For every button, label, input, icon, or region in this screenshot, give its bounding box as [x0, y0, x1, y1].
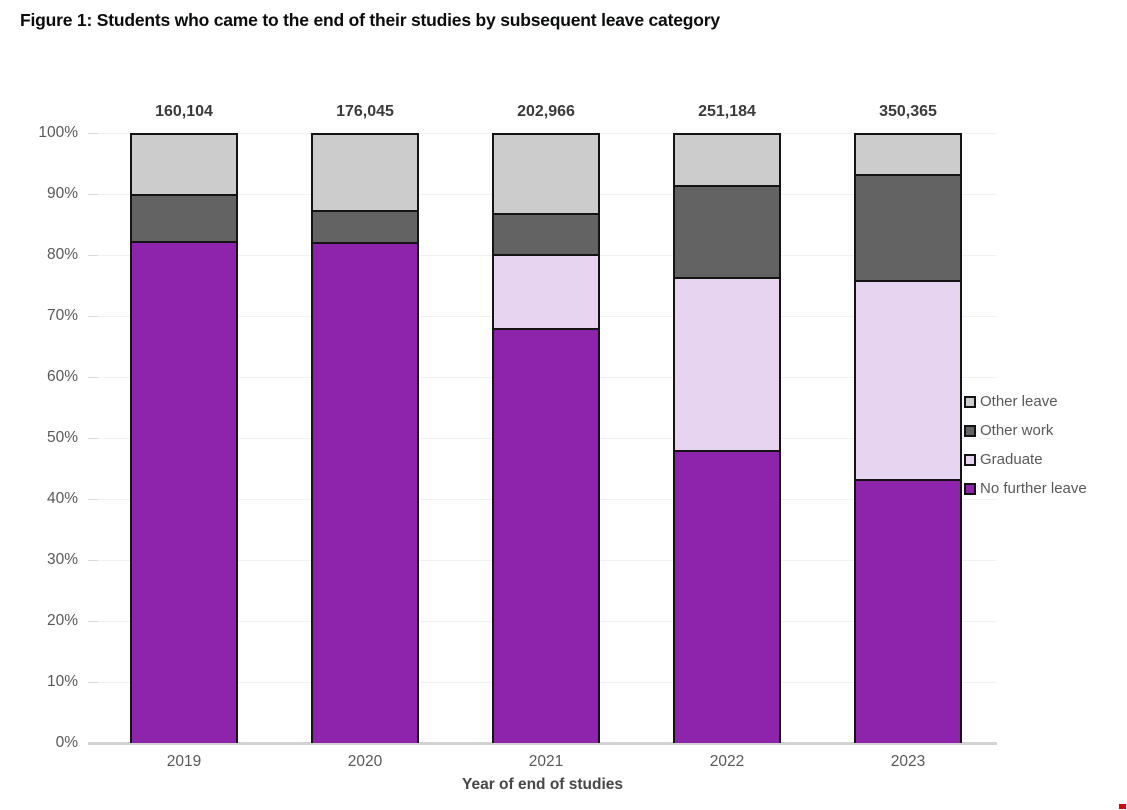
y-tick-mark	[88, 254, 98, 256]
segment-other-leave	[132, 135, 236, 194]
x-tick-label: 2023	[890, 753, 926, 770]
red-artifact	[1119, 804, 1126, 809]
chart-title: Figure 1: Students who came to the end o…	[20, 10, 720, 30]
segment-no-further-leave	[675, 449, 779, 743]
x-tick-label: 2022	[709, 753, 745, 770]
segment-no-further-leave	[494, 328, 598, 743]
segment-no-further-leave	[132, 241, 236, 743]
segment-other-leave	[675, 135, 779, 185]
segment-other-leave	[313, 135, 417, 211]
y-tick-label: 0%	[55, 734, 78, 751]
legend: Other leave Other work Graduate No further …	[964, 387, 1087, 503]
y-tick-mark	[88, 376, 98, 378]
y-tick-label: 20%	[46, 612, 78, 629]
plot-area: 100% 90% 80% 70% 60% 50% 40% 30% 20% 10% 0% 160,104…	[38, 103, 997, 793]
bar-total: 176,045	[336, 103, 394, 120]
segment-other-leave	[494, 135, 598, 213]
legend-label: Other work	[980, 422, 1054, 439]
y-tick-label: 40%	[46, 490, 78, 507]
y-tick-label: 50%	[46, 429, 78, 446]
y-tick-label: 60%	[46, 368, 78, 385]
segment-no-further-leave	[856, 479, 960, 743]
y-tick-mark	[88, 498, 98, 500]
bar-2021	[492, 133, 600, 743]
x-tick-label: 2021	[528, 753, 564, 770]
x-axis-title: Year of end of studies	[461, 776, 624, 793]
y-tick-label: 30%	[46, 551, 78, 568]
legend-swatch	[964, 395, 976, 408]
bar-total: 160,104	[155, 103, 213, 120]
bar-total: 350,365	[879, 103, 937, 120]
legend-label: Other leave	[980, 393, 1058, 410]
y-tick-label: 100%	[38, 124, 78, 141]
legend-swatch	[964, 424, 976, 437]
bar-2020	[311, 133, 419, 743]
legend-item-no-further-leave: No further leave	[964, 474, 1087, 503]
y-tick-mark	[88, 620, 98, 622]
legend-item-other-leave: Other leave	[964, 387, 1087, 416]
x-tick-label: 2019	[166, 753, 202, 770]
y-tick-mark	[88, 681, 98, 683]
x-tick-label: 2020	[347, 753, 383, 770]
legend-label: Graduate	[980, 451, 1043, 468]
y-tick-mark	[88, 132, 98, 134]
legend-label: No further leave	[980, 480, 1087, 497]
legend-item-graduate: Graduate	[964, 445, 1087, 474]
y-tick-label: 70%	[46, 307, 78, 324]
bar-2023	[854, 133, 962, 743]
y-tick-mark	[88, 437, 98, 439]
segment-other-work	[132, 193, 236, 242]
segment-other-work	[675, 184, 779, 278]
y-tick-label: 80%	[46, 246, 78, 263]
segment-other-leave	[856, 135, 960, 174]
segment-other-work	[313, 210, 417, 243]
y-tick-mark	[88, 193, 98, 195]
segment-other-work	[856, 173, 960, 281]
segment-graduate	[675, 277, 779, 450]
y-tick-mark	[88, 315, 98, 317]
segment-other-work	[494, 212, 598, 254]
legend-swatch	[964, 482, 976, 495]
x-axis-line	[88, 742, 997, 745]
legend-swatch	[964, 453, 976, 466]
y-tick-label: 90%	[46, 185, 78, 202]
bar-total: 202,966	[517, 103, 575, 120]
segment-graduate	[856, 280, 960, 480]
segment-graduate	[494, 253, 598, 329]
y-tick-label: 10%	[46, 673, 78, 690]
bar-total: 251,184	[698, 103, 756, 120]
segment-no-further-leave	[313, 242, 417, 743]
legend-item-other-work: Other work	[964, 416, 1087, 445]
y-tick-mark	[88, 559, 98, 561]
bar-2019	[130, 133, 238, 743]
bar-2022	[673, 133, 781, 743]
